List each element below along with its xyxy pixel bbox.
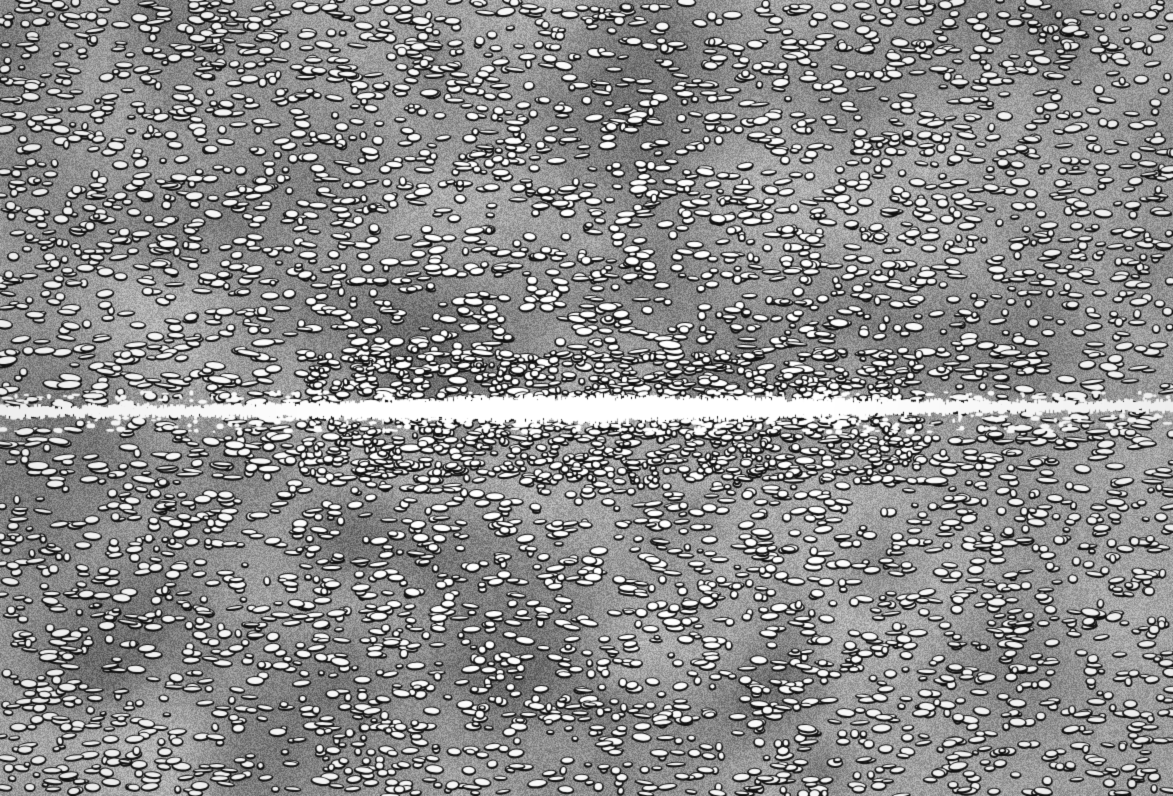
micrograph-frame <box>0 0 1173 796</box>
micrograph-image <box>0 0 1173 796</box>
